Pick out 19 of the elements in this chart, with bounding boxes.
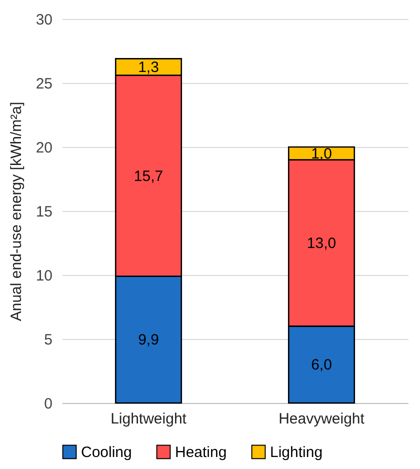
y-tick-label: 15 — [36, 204, 52, 220]
y-tick-label: 20 — [36, 140, 52, 156]
y-tick-label: 30 — [36, 12, 52, 28]
x-tick-label: Heavyweight — [278, 410, 366, 428]
y-axis-title: Anual end-use energy [kWh/m²a] — [8, 102, 25, 322]
data-label: 6,0 — [311, 356, 332, 374]
data-label: 1,0 — [311, 145, 332, 162]
y-tick-label: 25 — [36, 76, 52, 92]
y-tick-label: 0 — [44, 396, 52, 412]
legend-label: Lighting — [270, 444, 323, 461]
legend-label: Heating — [175, 444, 227, 461]
y-tick-label: 10 — [36, 268, 52, 284]
x-tick-label: Lightweight — [110, 410, 188, 428]
y-tick-label: 5 — [44, 332, 52, 348]
legend-label: Cooling — [81, 444, 132, 461]
data-label: 9,9 — [138, 332, 159, 349]
data-label: 15,7 — [134, 168, 164, 185]
data-label: 13,0 — [306, 235, 336, 252]
data-label: 1,3 — [138, 59, 159, 76]
